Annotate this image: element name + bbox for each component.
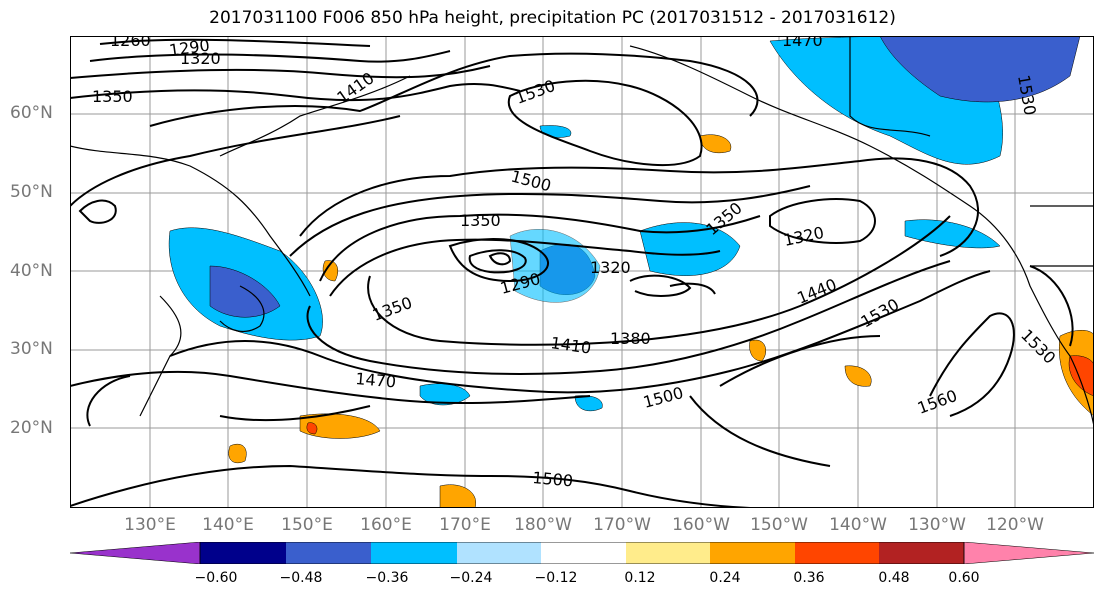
colorbar-segment <box>541 542 626 564</box>
coastlines <box>70 36 1094 427</box>
lat-label: 60°N <box>10 103 53 123</box>
lon-label: 120°W <box>986 515 1044 535</box>
lon-label: 140°W <box>829 515 887 535</box>
contour-label: 1380 <box>610 329 651 348</box>
colorbar-segment <box>710 542 795 564</box>
colorbar-tick: 0.48 <box>878 570 910 586</box>
colorbar-extend-low <box>70 542 201 564</box>
lon-label: 130°E <box>124 515 176 535</box>
map-canvas: 1260 1290 1320 1350 1410 1530 1470 1530 … <box>70 36 1094 508</box>
colorbar-segment <box>286 542 371 564</box>
lon-label: 140°E <box>202 515 254 535</box>
colorbar-tick: −0.36 <box>365 570 409 586</box>
lat-label: 50°N <box>10 182 53 202</box>
height-contours <box>70 38 1074 508</box>
colorbar-tick: 0.24 <box>709 570 741 586</box>
colorbar-segment <box>795 542 879 564</box>
contour-label: 1470 <box>782 36 823 50</box>
contour-label: 1320 <box>590 258 631 277</box>
colorbar-tick: −0.60 <box>194 570 238 586</box>
contour-label: 1470 <box>355 369 397 391</box>
map-title: 2017031100 F006 850 hPa height, precipit… <box>209 8 896 28</box>
contour-label: 1440 <box>794 275 839 308</box>
colorbar-tick: −0.12 <box>534 570 578 586</box>
colorbar <box>70 542 1094 564</box>
lon-label: 150°E <box>281 515 333 535</box>
colorbar-segment <box>371 542 457 564</box>
lon-label: 180°W <box>514 515 572 535</box>
lon-label: 130°W <box>908 515 966 535</box>
lon-label: 160°W <box>672 515 730 535</box>
contour-label: 1410 <box>549 333 592 357</box>
contour-label: 1350 <box>460 211 501 230</box>
lat-label: 30°N <box>10 339 53 359</box>
colorbar-segment <box>457 542 541 564</box>
colorbar-extend-high <box>963 542 1094 564</box>
lat-label: 20°N <box>10 418 53 438</box>
contour-label: 1530 <box>858 295 903 332</box>
colorbar-tick: −0.24 <box>449 570 493 586</box>
map-panel: 1260 1290 1320 1350 1410 1530 1470 1530 … <box>70 36 1094 508</box>
colorbar-tick: −0.48 <box>279 570 323 586</box>
colorbar-segment <box>626 542 710 564</box>
colorbar-segment <box>879 542 964 564</box>
lat-label: 40°N <box>10 261 53 281</box>
colorbar-segment <box>200 542 286 564</box>
contour-label: 1350 <box>370 293 415 325</box>
contour-label: 1500 <box>509 167 553 196</box>
colorbar-tick: 0.12 <box>624 570 656 586</box>
contour-label: 1530 <box>1017 325 1059 367</box>
contour-label: 1500 <box>532 468 574 490</box>
precip-shading <box>168 36 1094 508</box>
lon-label: 170°W <box>593 515 651 535</box>
contour-label: 1320 <box>180 49 221 68</box>
colorbar-outline <box>199 542 965 564</box>
lon-label: 160°E <box>360 515 412 535</box>
contour-label: 1530 <box>513 76 558 108</box>
contour-label: 1350 <box>92 87 133 106</box>
contour-label: 1320 <box>782 223 826 250</box>
contour-label: 1260 <box>110 36 151 50</box>
colorbar-tick: 0.60 <box>948 570 980 586</box>
contour-label: 1290 <box>168 36 211 60</box>
colorbar-tick: 0.36 <box>793 570 825 586</box>
lon-label: 170°E <box>439 515 491 535</box>
lon-label: 150°W <box>750 515 808 535</box>
